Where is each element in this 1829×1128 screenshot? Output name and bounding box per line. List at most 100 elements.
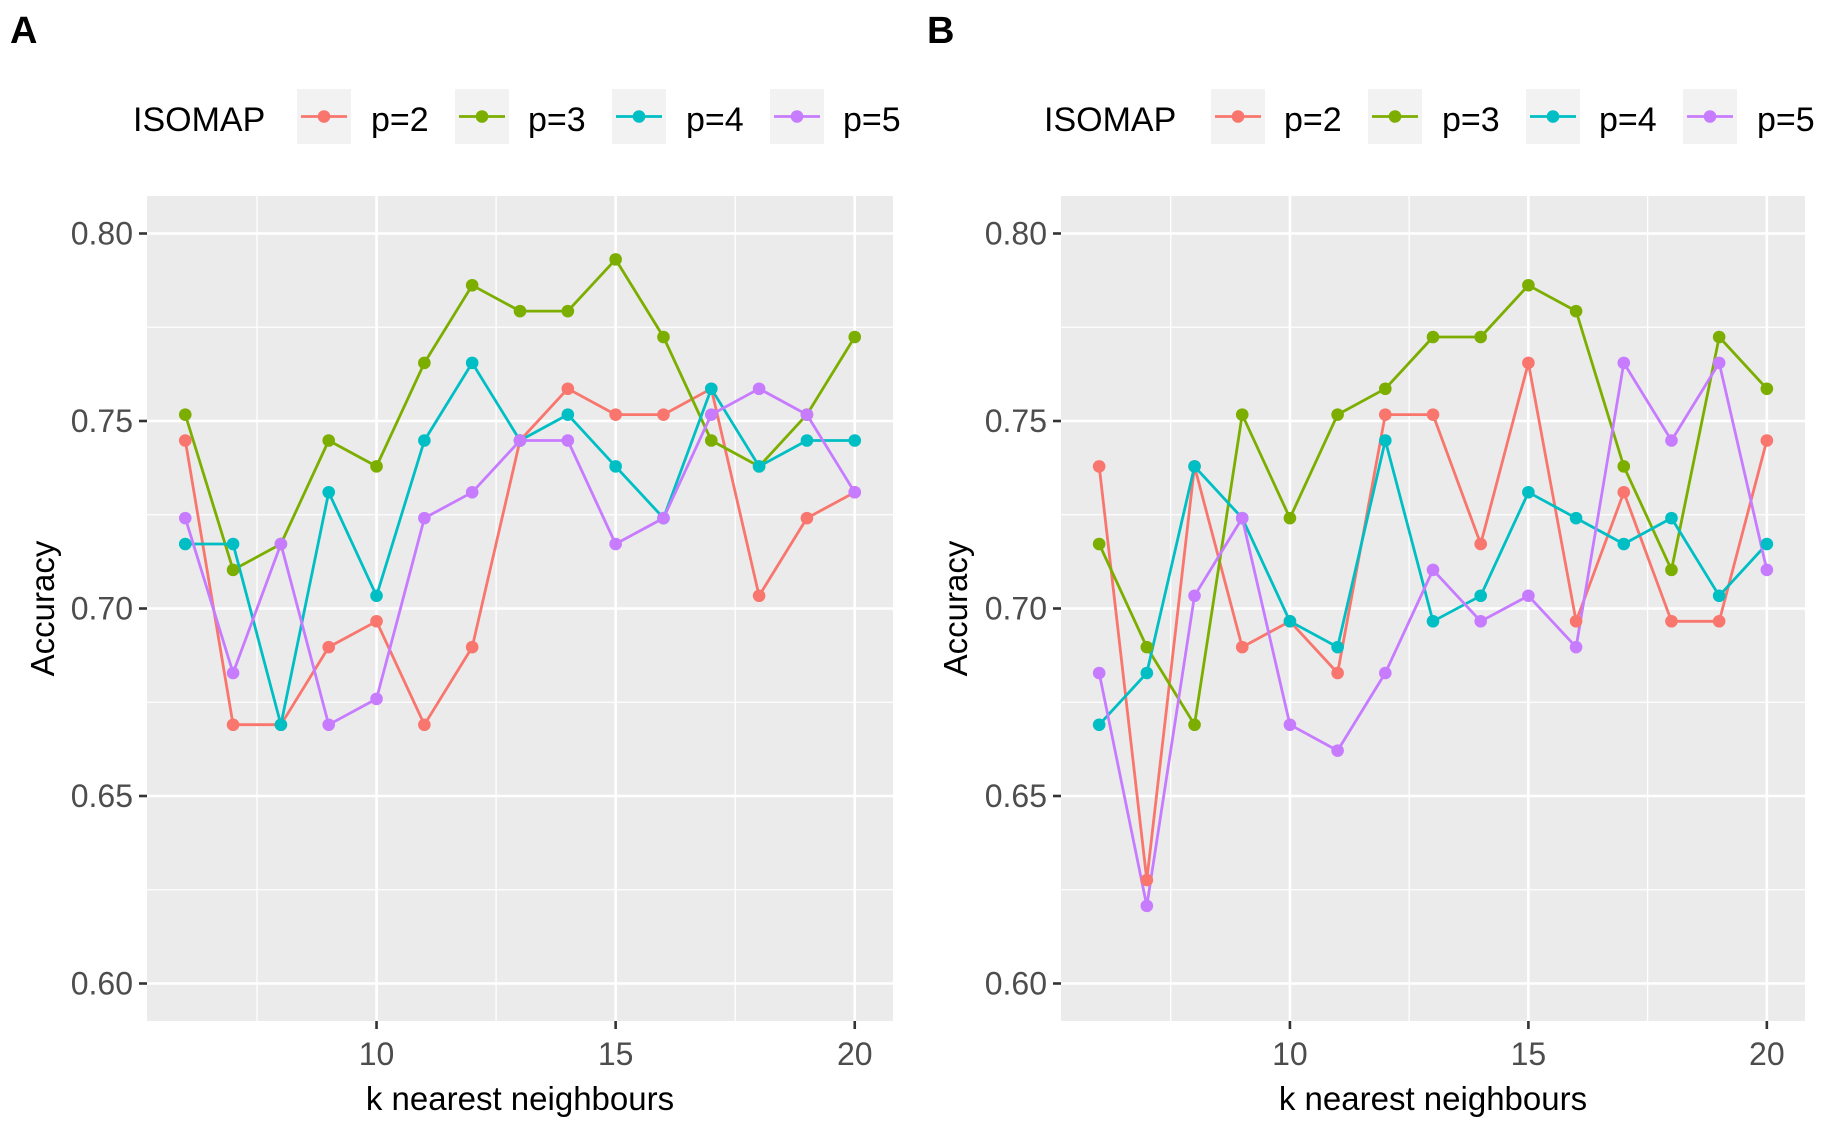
legend-key-p3 bbox=[455, 89, 509, 144]
data-point-p3 bbox=[178, 408, 192, 421]
data-point-p2 bbox=[1474, 537, 1487, 551]
data-point-p2 bbox=[1617, 485, 1631, 499]
data-point-p4 bbox=[465, 356, 479, 370]
data-point-p3 bbox=[1188, 718, 1201, 732]
legend-point-icon bbox=[1546, 110, 1560, 123]
data-point-p4 bbox=[1617, 537, 1631, 551]
data-point-p3 bbox=[1760, 382, 1774, 396]
data-point-p3 bbox=[1379, 382, 1392, 396]
data-point-p5 bbox=[561, 434, 575, 447]
data-point-p5 bbox=[1569, 640, 1583, 654]
data-point-p2 bbox=[609, 408, 622, 421]
legend-point-icon bbox=[475, 110, 489, 123]
legend-a: ISOMAP p=2 p=3 p=4 p=5 bbox=[133, 89, 901, 144]
panel-a: A ISOMAP p=2 p=3 p=4 p=5 0.60 0.65 0.70 0.75 0.… bbox=[10, 10, 901, 1117]
data-point-p5 bbox=[1665, 434, 1678, 447]
data-point-p4 bbox=[800, 434, 814, 447]
x-axis-title: k nearest neighbours bbox=[1279, 1080, 1587, 1117]
data-point-p5 bbox=[1712, 356, 1726, 370]
data-point-p4 bbox=[1426, 614, 1440, 628]
data-point-p3 bbox=[1522, 278, 1535, 292]
legend-key-p5 bbox=[770, 89, 824, 144]
data-point-p4 bbox=[370, 589, 383, 603]
data-point-p2 bbox=[178, 434, 192, 447]
legend-key-p2 bbox=[1211, 89, 1265, 144]
data-point-p2 bbox=[1426, 408, 1440, 421]
y-axis-title: Accuracy bbox=[937, 540, 974, 676]
data-point-p3 bbox=[1331, 408, 1344, 421]
data-point-p4 bbox=[1665, 511, 1678, 525]
x-tick-label: 20 bbox=[1749, 1036, 1785, 1072]
y-tick-label: 0.60 bbox=[985, 966, 1047, 1002]
data-point-p5 bbox=[513, 434, 527, 447]
data-point-p3 bbox=[322, 434, 336, 447]
data-point-p2 bbox=[226, 718, 240, 732]
data-point-p3 bbox=[418, 356, 431, 370]
data-point-p5 bbox=[1235, 511, 1249, 525]
data-point-p4 bbox=[1092, 718, 1106, 732]
panel-letter-a: A bbox=[10, 10, 37, 52]
data-point-p2 bbox=[800, 511, 814, 525]
legend-key-p4 bbox=[612, 89, 666, 144]
legend-title: ISOMAP bbox=[133, 101, 265, 139]
x-tick-label: 15 bbox=[598, 1036, 634, 1072]
data-point-p3 bbox=[465, 278, 479, 292]
data-point-p5 bbox=[1188, 589, 1201, 603]
data-point-p5 bbox=[1283, 718, 1297, 732]
data-point-p5 bbox=[1426, 563, 1440, 577]
data-point-p2 bbox=[1331, 666, 1344, 680]
data-point-p3 bbox=[1617, 460, 1631, 473]
legend-point-icon bbox=[1231, 110, 1245, 123]
data-point-p5 bbox=[322, 718, 336, 732]
data-point-p3 bbox=[370, 460, 383, 473]
data-point-p3 bbox=[561, 304, 575, 318]
y-tick-label: 0.65 bbox=[71, 778, 133, 814]
data-point-p2 bbox=[1140, 873, 1154, 887]
legend-label: p=5 bbox=[843, 101, 901, 139]
data-point-p4 bbox=[1283, 614, 1297, 628]
data-point-p2 bbox=[1712, 614, 1726, 628]
data-point-p4 bbox=[609, 460, 622, 473]
legend-key-p2 bbox=[297, 89, 351, 144]
data-point-p4 bbox=[1331, 640, 1344, 654]
data-point-p4 bbox=[1474, 589, 1487, 603]
x-tick-label: 15 bbox=[1511, 1036, 1547, 1072]
data-point-p5 bbox=[1617, 356, 1631, 370]
data-point-p2 bbox=[1569, 614, 1583, 628]
data-point-p3 bbox=[1092, 537, 1106, 551]
data-point-p5 bbox=[800, 408, 814, 421]
data-point-p3 bbox=[1712, 330, 1726, 344]
data-point-p5 bbox=[465, 485, 479, 499]
legend-title: ISOMAP bbox=[1044, 101, 1176, 139]
y-tick-label: 0.75 bbox=[71, 403, 133, 439]
legend-key-p4 bbox=[1526, 89, 1580, 144]
legend-label: p=5 bbox=[1757, 101, 1815, 139]
legend-point-icon bbox=[1388, 110, 1402, 123]
data-point-p4 bbox=[1712, 589, 1726, 603]
data-point-p3 bbox=[1474, 330, 1487, 344]
data-point-p5 bbox=[1140, 899, 1154, 913]
legend-label: p=2 bbox=[371, 101, 429, 139]
data-point-p2 bbox=[1522, 356, 1535, 370]
data-point-p5 bbox=[1474, 614, 1487, 628]
data-point-p2 bbox=[1760, 434, 1774, 447]
data-point-p2 bbox=[752, 589, 766, 603]
data-point-p4 bbox=[1140, 666, 1154, 680]
data-point-p2 bbox=[1379, 408, 1392, 421]
data-point-p3 bbox=[1235, 408, 1249, 421]
data-point-p4 bbox=[848, 434, 862, 447]
legend-label: p=4 bbox=[1599, 101, 1657, 139]
data-point-p4 bbox=[1760, 537, 1774, 551]
data-point-p5 bbox=[1092, 666, 1106, 680]
data-point-p3 bbox=[513, 304, 527, 318]
data-point-p4 bbox=[1569, 511, 1583, 525]
panel-b: B ISOMAP p=2 p=3 p=4 p=5 0.60 0.65 0.70 0.75 0.… bbox=[927, 10, 1815, 1117]
data-point-p2 bbox=[1092, 460, 1106, 473]
data-point-p2 bbox=[561, 382, 575, 396]
data-point-p5 bbox=[752, 382, 766, 396]
data-point-p4 bbox=[1188, 460, 1201, 473]
legend-label: p=3 bbox=[1442, 101, 1500, 139]
legend-point-icon bbox=[790, 110, 804, 123]
legend-key-p3 bbox=[1368, 89, 1422, 144]
